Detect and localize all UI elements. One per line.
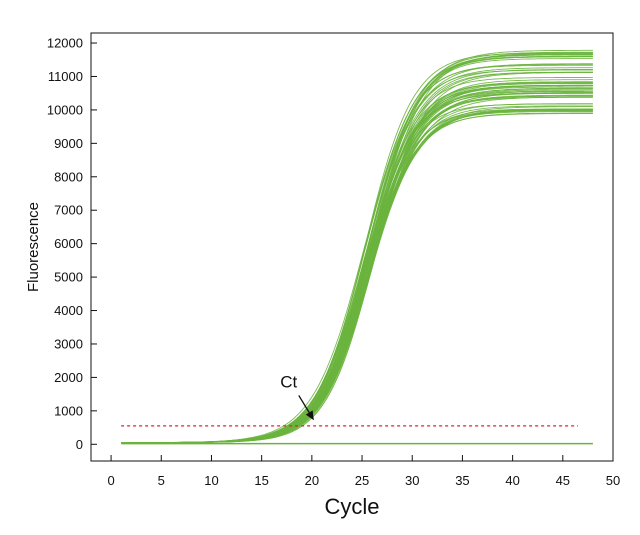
amplification-curve <box>121 54 593 444</box>
y-tick-label: 9000 <box>54 136 83 151</box>
amplification-curve <box>121 68 593 444</box>
y-tick-label: 8000 <box>54 169 83 184</box>
amplification-curve <box>121 94 593 444</box>
y-tick-label: 1000 <box>54 403 83 418</box>
amplification-curve <box>121 85 593 444</box>
amplification-curve <box>121 103 593 444</box>
amplification-curve <box>121 82 593 444</box>
amplification-curve <box>121 84 593 444</box>
ct-annotation-label: Ct <box>280 372 297 391</box>
ct-arrowhead <box>305 410 314 421</box>
amplification-curve <box>121 84 593 444</box>
y-axis-label: Fluorescence <box>25 202 42 292</box>
amplification-curve <box>121 92 593 444</box>
x-tick-label: 25 <box>355 473 369 488</box>
amplification-curve <box>121 79 593 444</box>
amplification-curve <box>121 76 593 444</box>
amplification-curve <box>121 86 593 444</box>
amplification-curve <box>121 81 593 444</box>
y-tick-label: 0 <box>76 437 83 452</box>
y-tick-label: 4000 <box>54 303 83 318</box>
amplification-curve <box>121 56 593 444</box>
amplification-curve <box>121 81 593 444</box>
x-tick-label: 45 <box>556 473 570 488</box>
x-tick-label: 35 <box>455 473 469 488</box>
amplification-curve <box>121 96 593 444</box>
amplification-curve <box>121 88 593 444</box>
y-tick-label: 7000 <box>54 203 83 218</box>
amplification-curve <box>121 92 593 444</box>
amplification-curve <box>121 53 593 444</box>
amplification-curve <box>121 83 593 444</box>
amplification-curve <box>121 69 593 444</box>
amplification-curves <box>121 49 593 444</box>
amplification-curve <box>121 85 593 444</box>
amplification-curve <box>121 71 593 444</box>
y-axis-ticks: 0 1000 2000 3000 4000 5000 6000 7000 8000 9000 100… <box>47 36 97 452</box>
y-tick-label: 11000 <box>48 69 83 84</box>
amplification-curve <box>121 64 593 444</box>
x-tick-label: 20 <box>305 473 319 488</box>
y-tick-label: 6000 <box>54 236 83 251</box>
amplification-curve <box>121 67 593 444</box>
amplification-curve <box>121 72 593 444</box>
x-tick-label: 40 <box>505 473 519 488</box>
amplification-curve <box>121 71 593 444</box>
amplification-curve <box>121 58 593 444</box>
x-tick-label: 10 <box>204 473 218 488</box>
amplification-curve <box>121 91 593 444</box>
amplification-curve <box>121 95 593 444</box>
amplification-curve <box>121 90 593 444</box>
amplification-curve <box>121 63 593 444</box>
plot-frame <box>90 32 614 462</box>
y-tick-label: 12000 <box>47 36 83 51</box>
amplification-curve <box>121 87 593 444</box>
amplification-curve <box>121 103 593 444</box>
y-tick-label: 5000 <box>54 270 83 285</box>
x-tick-label: 30 <box>405 473 419 488</box>
ct-arrow <box>298 395 310 413</box>
amplification-curve <box>121 63 593 444</box>
y-tick-label: 2000 <box>54 370 83 385</box>
y-tick-label: 10000 <box>47 102 83 117</box>
amplification-curve <box>121 90 593 444</box>
y-tick-label: 3000 <box>54 336 83 351</box>
x-axis-ticks: 0 5 10 15 20 25 30 35 40 45 50 <box>107 455 620 488</box>
amplification-curve <box>121 92 593 444</box>
x-tick-label: 15 <box>254 473 268 488</box>
amplification-curve <box>121 84 593 444</box>
amplification-curve <box>121 89 593 444</box>
amplification-curve <box>121 96 593 444</box>
amplification-curve <box>121 95 593 444</box>
x-tick-label: 0 <box>107 473 114 488</box>
x-tick-label: 5 <box>158 473 165 488</box>
x-tick-label: 50 <box>606 473 620 488</box>
x-axis-label: Cycle <box>324 494 379 519</box>
